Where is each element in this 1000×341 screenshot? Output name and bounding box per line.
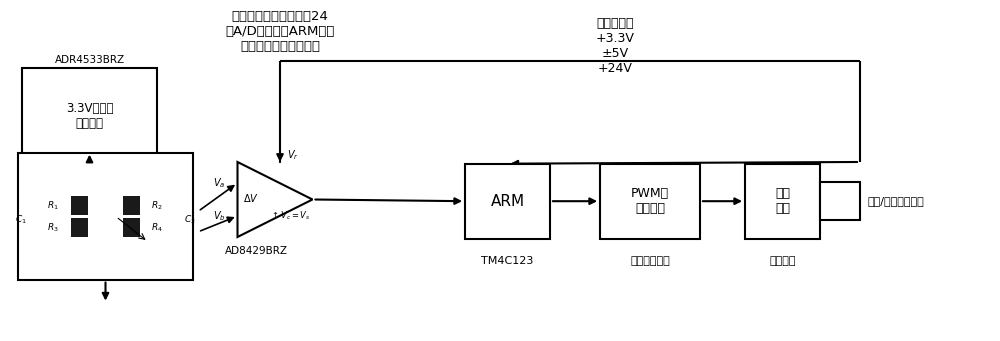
Bar: [745, 164, 820, 239]
Text: $R_3$: $R_3$: [47, 221, 59, 234]
Bar: [71, 196, 88, 215]
Text: $V_b$: $V_b$: [213, 209, 226, 223]
Text: 半桥
驱动: 半桥 驱动: [775, 187, 790, 215]
Text: $R_1$: $R_1$: [47, 199, 59, 212]
Bar: [600, 164, 700, 239]
Bar: [820, 182, 860, 220]
Text: $\Delta V$: $\Delta V$: [243, 192, 258, 204]
Text: $V_a$: $V_a$: [213, 176, 226, 190]
Text: TM4C123: TM4C123: [481, 256, 534, 266]
Text: 同时给予惠斯通桥路、24
位A/D转换器和ARM控制
器提供高精度稳定电压: 同时给予惠斯通桥路、24 位A/D转换器和ARM控制 器提供高精度稳定电压: [225, 10, 335, 53]
Bar: [71, 218, 88, 237]
Bar: [465, 164, 550, 239]
Text: ADR4533BRZ: ADR4533BRZ: [54, 55, 125, 65]
Text: 3.3V高精度
基准电压: 3.3V高精度 基准电压: [66, 102, 113, 130]
Bar: [123, 218, 140, 237]
Text: $\uparrow V_c=V_s$: $\uparrow V_c=V_s$: [270, 210, 310, 222]
Text: AD8429BRZ: AD8429BRZ: [225, 246, 288, 256]
Text: $R_2$: $R_2$: [151, 199, 163, 212]
Bar: [123, 196, 140, 215]
Text: 供电电压：
+3.3V
±5V
+24V: 供电电压： +3.3V ±5V +24V: [596, 17, 634, 75]
Text: $V_r$: $V_r$: [287, 148, 299, 162]
Text: $C_2$: $C_2$: [184, 214, 196, 226]
Bar: [18, 153, 193, 280]
Text: ARM: ARM: [490, 194, 525, 209]
Text: 第二/三路加热膜带: 第二/三路加热膜带: [868, 196, 925, 206]
Text: 驱动信号隔离: 驱动信号隔离: [630, 256, 670, 266]
Text: $C_1$: $C_1$: [15, 214, 27, 226]
Bar: [22, 68, 157, 164]
Text: 半桥驱动: 半桥驱动: [769, 256, 796, 266]
Text: PWM波
光耦隔离: PWM波 光耦隔离: [631, 187, 669, 215]
Text: $R_4$: $R_4$: [151, 221, 163, 234]
